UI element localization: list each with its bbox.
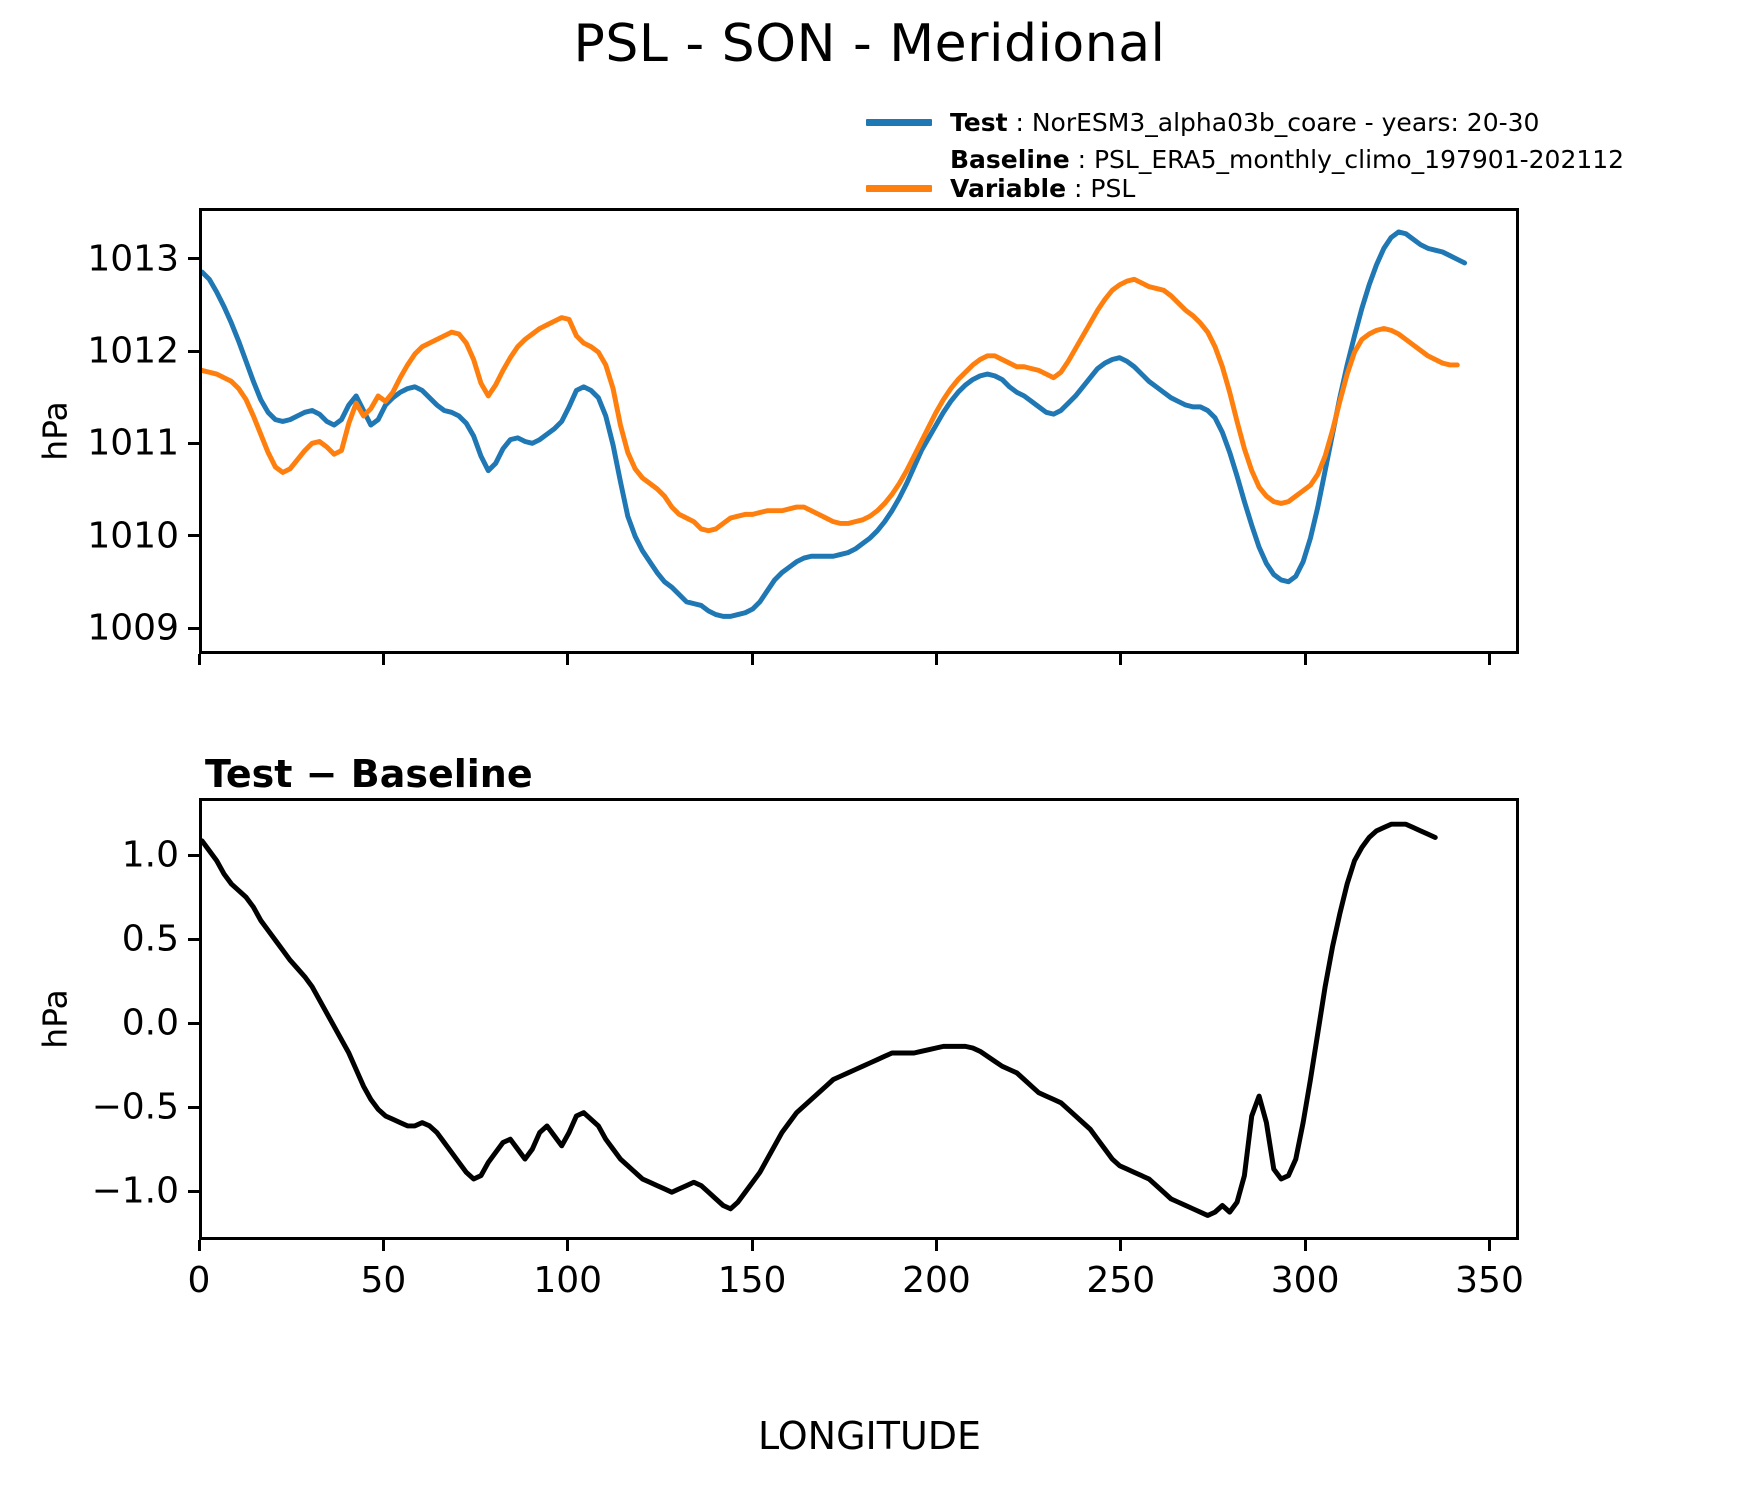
difference-line (202, 821, 1438, 1218)
top-y-axis-label: hPa (35, 401, 75, 461)
y-tick-label: 1012 (87, 330, 179, 372)
x-tick-mark (934, 1240, 938, 1251)
y-tick-label: 1011 (87, 422, 179, 464)
legend-key-variable: Variable (950, 173, 1067, 203)
x-tick-label: 50 (360, 1260, 407, 1301)
x-tick-mark (197, 1240, 201, 1251)
y-tick-label: 1009 (87, 607, 179, 649)
legend-value-baseline: PSL_ERA5_monthly_climo_197901-202112 (1093, 144, 1625, 174)
legend-key-test: Test (950, 107, 1008, 137)
y-tick-mark (188, 1189, 199, 1193)
x-tick-mark (934, 654, 938, 665)
difference-plot-area (199, 798, 1519, 1240)
legend-sep-variable: : (1066, 173, 1091, 203)
zonal-means-plot-area (199, 208, 1519, 654)
x-axis-label: LONGITUDE (757, 1414, 982, 1458)
y-tick-mark (188, 1021, 199, 1025)
legend-entry-baseline: Baseline : PSL_ERA5_monthly_climo_197901… (866, 144, 1624, 174)
y-tick-label: −0.5 (91, 1086, 179, 1128)
x-tick-mark (1303, 1240, 1307, 1251)
y-tick-label: 0.0 (121, 1002, 179, 1044)
x-tick-mark (750, 654, 754, 665)
x-tick-label: 300 (1270, 1260, 1340, 1301)
y-tick-label: 1.0 (121, 834, 179, 876)
x-tick-mark (381, 654, 385, 665)
x-tick-label: 250 (1086, 1260, 1156, 1301)
legend-key-baseline: Baseline (950, 144, 1070, 174)
x-tick-mark (750, 1240, 754, 1251)
legend-label-variable: Variable : PSL (950, 174, 1135, 203)
y-tick-label: 0.5 (121, 918, 179, 960)
series-line-0 (202, 229, 1468, 619)
y-tick-mark (188, 1105, 199, 1109)
legend-swatch-baseline (866, 184, 932, 192)
x-tick-label: 200 (902, 1260, 971, 1301)
x-tick-mark (566, 1240, 570, 1251)
series-line-1 (202, 276, 1460, 534)
y-tick-mark (188, 626, 199, 630)
legend-entry-test: Test : NorESM3_alpha03b_coare - years: 2… (866, 107, 1539, 137)
legend-label-test: Test : NorESM3_alpha03b_coare - years: 2… (950, 108, 1539, 137)
y-tick-mark (188, 349, 199, 353)
x-tick-label: 350 (1455, 1260, 1524, 1301)
x-tick-mark (1488, 1240, 1491, 1251)
y-tick-mark (188, 853, 199, 857)
page-title: PSL - SON - Meridional (573, 14, 1166, 74)
x-tick-mark (1119, 654, 1123, 665)
y-tick-mark (188, 534, 199, 538)
legend: Test : NorESM3_alpha03b_coare - years: 2… (866, 103, 1624, 203)
legend-label-baseline: Baseline : PSL_ERA5_monthly_climo_197901… (950, 145, 1624, 174)
zonal-means-lines (202, 229, 1468, 619)
legend-value-variable: PSL (1090, 173, 1136, 203)
x-tick-mark (197, 654, 201, 665)
x-tick-mark (1119, 1240, 1123, 1251)
x-tick-label: 0 (187, 1260, 211, 1301)
y-tick-label: 1010 (87, 515, 179, 557)
series-line-0 (202, 821, 1438, 1218)
difference-panel-title: Test − Baseline (205, 752, 533, 796)
x-tick-mark (566, 654, 570, 665)
x-tick-mark (1303, 654, 1307, 665)
x-tick-mark (381, 1240, 385, 1251)
y-tick-label: −1.0 (91, 1170, 179, 1212)
y-tick-mark (188, 257, 199, 261)
legend-swatch-test (866, 118, 932, 126)
x-tick-label: 150 (717, 1260, 787, 1301)
y-tick-mark (188, 441, 199, 445)
y-tick-mark (188, 937, 199, 941)
legend-sep-baseline: : (1069, 144, 1094, 174)
x-tick-label: 100 (533, 1260, 603, 1301)
legend-sep-test: : (1007, 107, 1032, 137)
x-tick-mark (1488, 654, 1491, 665)
legend-entry-variable: Variable : PSL (866, 173, 1135, 203)
bottom-y-axis-label: hPa (35, 989, 75, 1049)
y-tick-label: 1013 (87, 238, 179, 280)
legend-value-test: NorESM3_alpha03b_coare - years: 20-30 (1031, 107, 1540, 137)
